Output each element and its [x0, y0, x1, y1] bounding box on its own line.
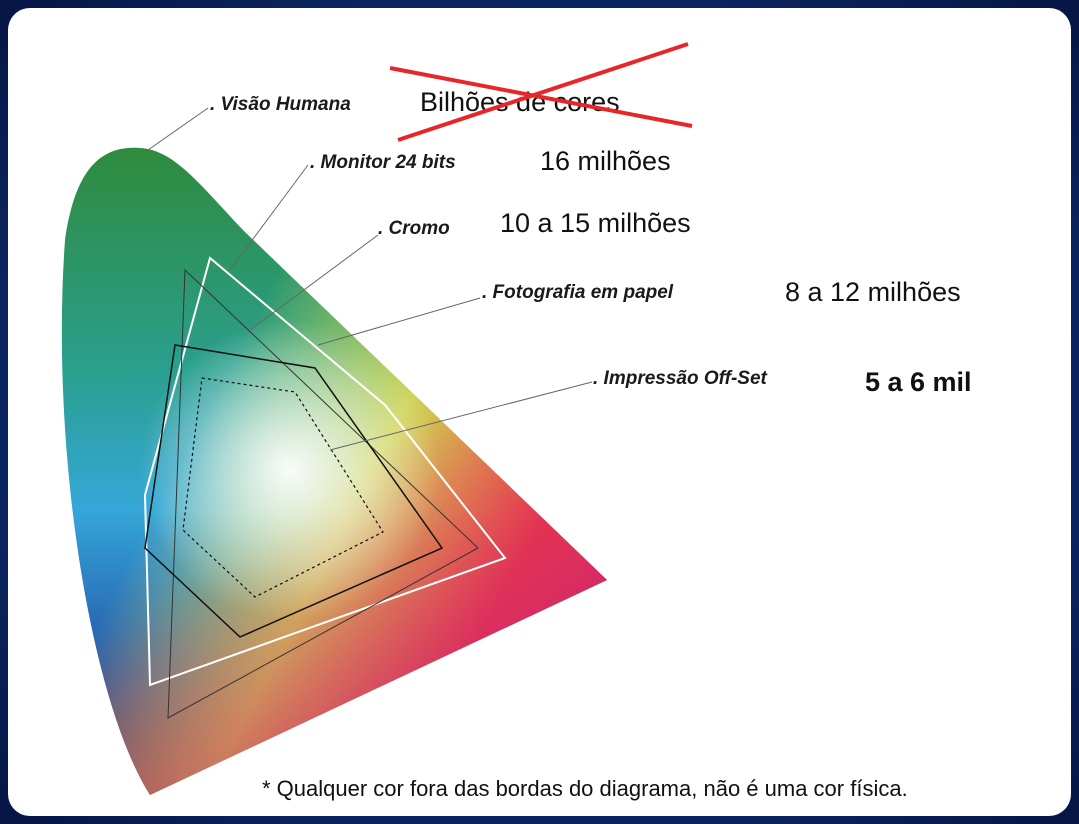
label-value: 16 milhões	[540, 146, 671, 176]
footnote: * Qualquer cor fora das bordas do diagra…	[262, 776, 908, 801]
label-name: . Impressão Off-Set	[593, 368, 768, 389]
label-value: 10 a 15 milhões	[500, 208, 691, 238]
label-value: 8 a 12 milhões	[785, 277, 961, 307]
label-name: . Monitor 24 bits	[310, 152, 456, 173]
leader-lines	[147, 107, 593, 451]
strike-through	[389, 42, 693, 142]
label-name: . Fotografia em papel	[482, 282, 674, 303]
label-value: 5 a 6 mil	[865, 367, 972, 397]
label-name: . Cromo	[378, 218, 450, 239]
label-name: . Visão Humana	[210, 94, 351, 115]
gamuts	[143, 256, 507, 719]
